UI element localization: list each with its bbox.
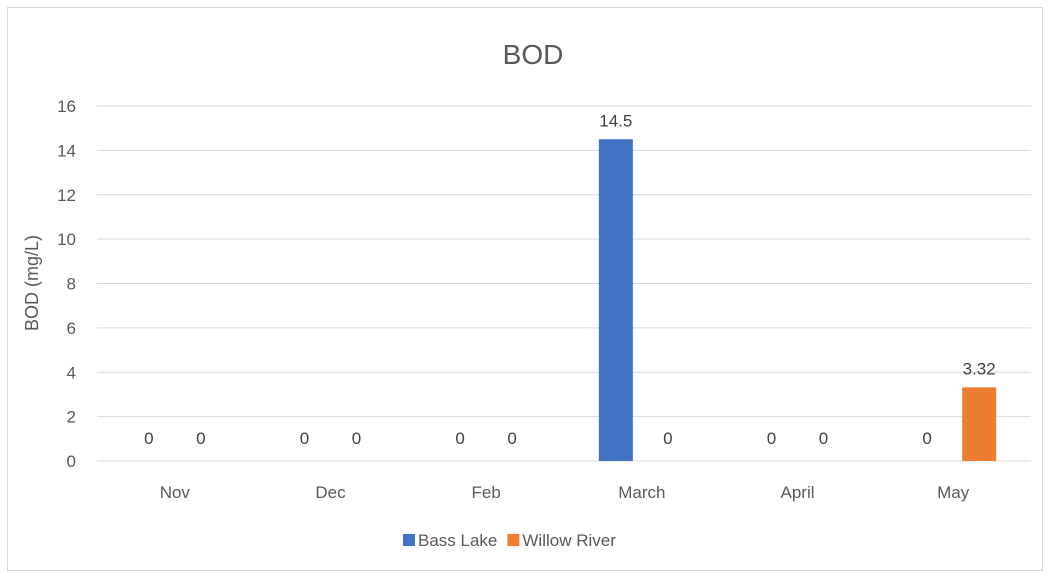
gridlines xyxy=(97,105,1031,462)
legend-swatch xyxy=(507,534,520,546)
legend-swatch xyxy=(403,534,415,546)
bar-willow-river xyxy=(962,387,997,461)
y-tick-label: 16 xyxy=(57,97,76,116)
chart-frame xyxy=(7,7,1043,571)
y-tick-label: 0 xyxy=(67,452,76,471)
x-tick-label: March xyxy=(618,483,665,502)
y-tick-label: 4 xyxy=(67,363,76,382)
y-tick-label: 8 xyxy=(67,275,76,294)
data-label: 0 xyxy=(455,429,464,448)
data-label: 0 xyxy=(196,429,205,448)
data-label: 0 xyxy=(767,429,776,448)
data-label: 0 xyxy=(352,429,361,448)
data-label: 0 xyxy=(507,429,516,448)
y-tick-labels: 0 2 4 6 8 10 12 14 16 xyxy=(57,97,76,471)
x-tick-label: May xyxy=(937,483,970,502)
bars xyxy=(598,139,997,461)
y-tick-label: 10 xyxy=(57,230,76,249)
data-label: 0 xyxy=(663,429,672,448)
data-label: 14.5 xyxy=(599,111,632,130)
data-label: 0 xyxy=(819,429,828,448)
x-tick-labels: Nov Dec Feb March April May xyxy=(160,483,970,502)
legend-label: Willow River xyxy=(522,531,616,550)
y-axis-title: BOD (mg/L) xyxy=(22,235,42,331)
legend: Bass Lake Willow River xyxy=(403,531,616,550)
data-label: 0 xyxy=(144,429,153,448)
data-label: 0 xyxy=(922,429,931,448)
data-label: 0 xyxy=(300,429,309,448)
x-tick-label: April xyxy=(780,483,814,502)
legend-label: Bass Lake xyxy=(418,531,497,550)
y-tick-label: 6 xyxy=(67,319,76,338)
x-tick-label: Feb xyxy=(472,483,501,502)
bar-bass-lake xyxy=(598,139,633,461)
y-tick-label: 14 xyxy=(57,141,76,160)
y-tick-label: 2 xyxy=(67,408,76,427)
data-label: 3.32 xyxy=(963,359,996,378)
x-tick-label: Nov xyxy=(160,483,191,502)
chart-title: BOD xyxy=(503,39,564,70)
x-tick-label: Dec xyxy=(315,483,346,502)
y-tick-label: 12 xyxy=(57,186,76,205)
data-labels: 0 0 0 0 0 0 14.5 0 0 0 0 3.32 xyxy=(144,111,996,448)
